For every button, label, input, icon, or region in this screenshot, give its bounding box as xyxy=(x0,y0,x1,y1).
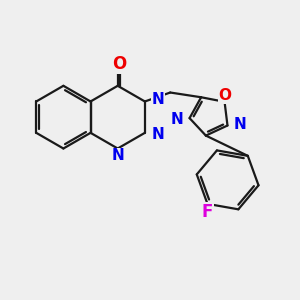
Text: N: N xyxy=(111,148,124,164)
Text: N: N xyxy=(234,116,247,131)
Text: O: O xyxy=(219,88,232,103)
Text: N: N xyxy=(170,112,183,127)
Text: N: N xyxy=(152,92,164,107)
Text: N: N xyxy=(152,127,164,142)
Text: F: F xyxy=(202,203,213,221)
Text: O: O xyxy=(112,55,126,73)
